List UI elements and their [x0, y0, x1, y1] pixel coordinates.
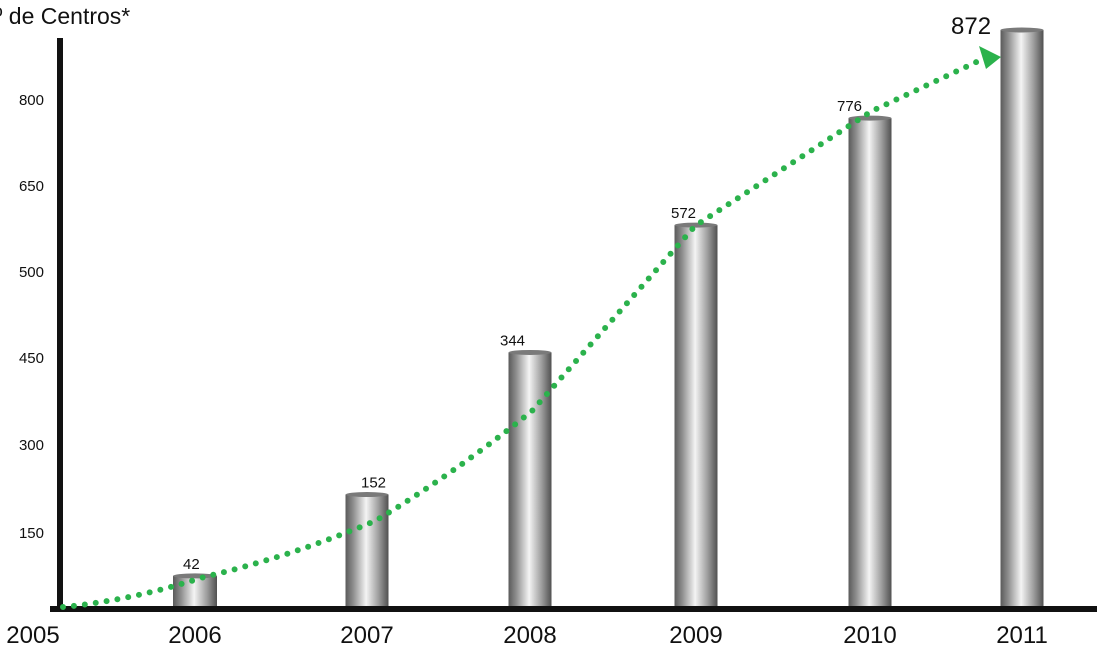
bar-body	[508, 352, 552, 607]
bar-2009	[674, 222, 718, 608]
value-label-2011: 872	[951, 13, 991, 40]
y-tick-label: 500	[19, 264, 44, 281]
value-label-2009: 572	[671, 205, 696, 222]
value-label-2006: 42	[183, 556, 200, 573]
bar-body	[1000, 30, 1044, 607]
x-tick-label: 2009	[669, 622, 722, 648]
y-tick-label: 150	[19, 525, 44, 542]
bar-body	[345, 494, 389, 607]
y-tick-label: 650	[19, 178, 44, 195]
x-tick-label: 2006	[168, 622, 221, 648]
bar-cap	[508, 349, 552, 355]
bar-cap	[173, 573, 217, 579]
value-label-2007: 152	[361, 475, 386, 492]
y-tick-label: 450	[19, 350, 44, 367]
value-label-2008: 344	[500, 332, 525, 349]
trend-arrowhead	[979, 46, 1001, 69]
trend-line	[60, 55, 988, 610]
bar-2006	[173, 573, 217, 607]
bar-cap	[1000, 27, 1044, 33]
y-tick-label: 300	[19, 437, 44, 454]
bar-cap	[345, 492, 389, 498]
bar-cap	[674, 222, 718, 228]
y-tick-label: 800	[19, 92, 44, 109]
chart-title: º de Centros*	[0, 3, 130, 29]
x-tick-label: 2010	[843, 622, 896, 648]
x-tick-label: 2007	[340, 622, 393, 648]
bar-body	[674, 225, 718, 608]
bar-2007	[345, 492, 389, 607]
bar-2010	[848, 115, 892, 607]
bar-2008	[508, 349, 552, 607]
x-tick-label: 2008	[503, 622, 556, 648]
bar-2011	[1000, 27, 1044, 607]
x-tick-label: 2011	[996, 622, 1048, 648]
x-tick-label: 2005	[6, 622, 59, 648]
value-label-2010: 776	[837, 98, 862, 115]
bar-body	[848, 118, 892, 607]
